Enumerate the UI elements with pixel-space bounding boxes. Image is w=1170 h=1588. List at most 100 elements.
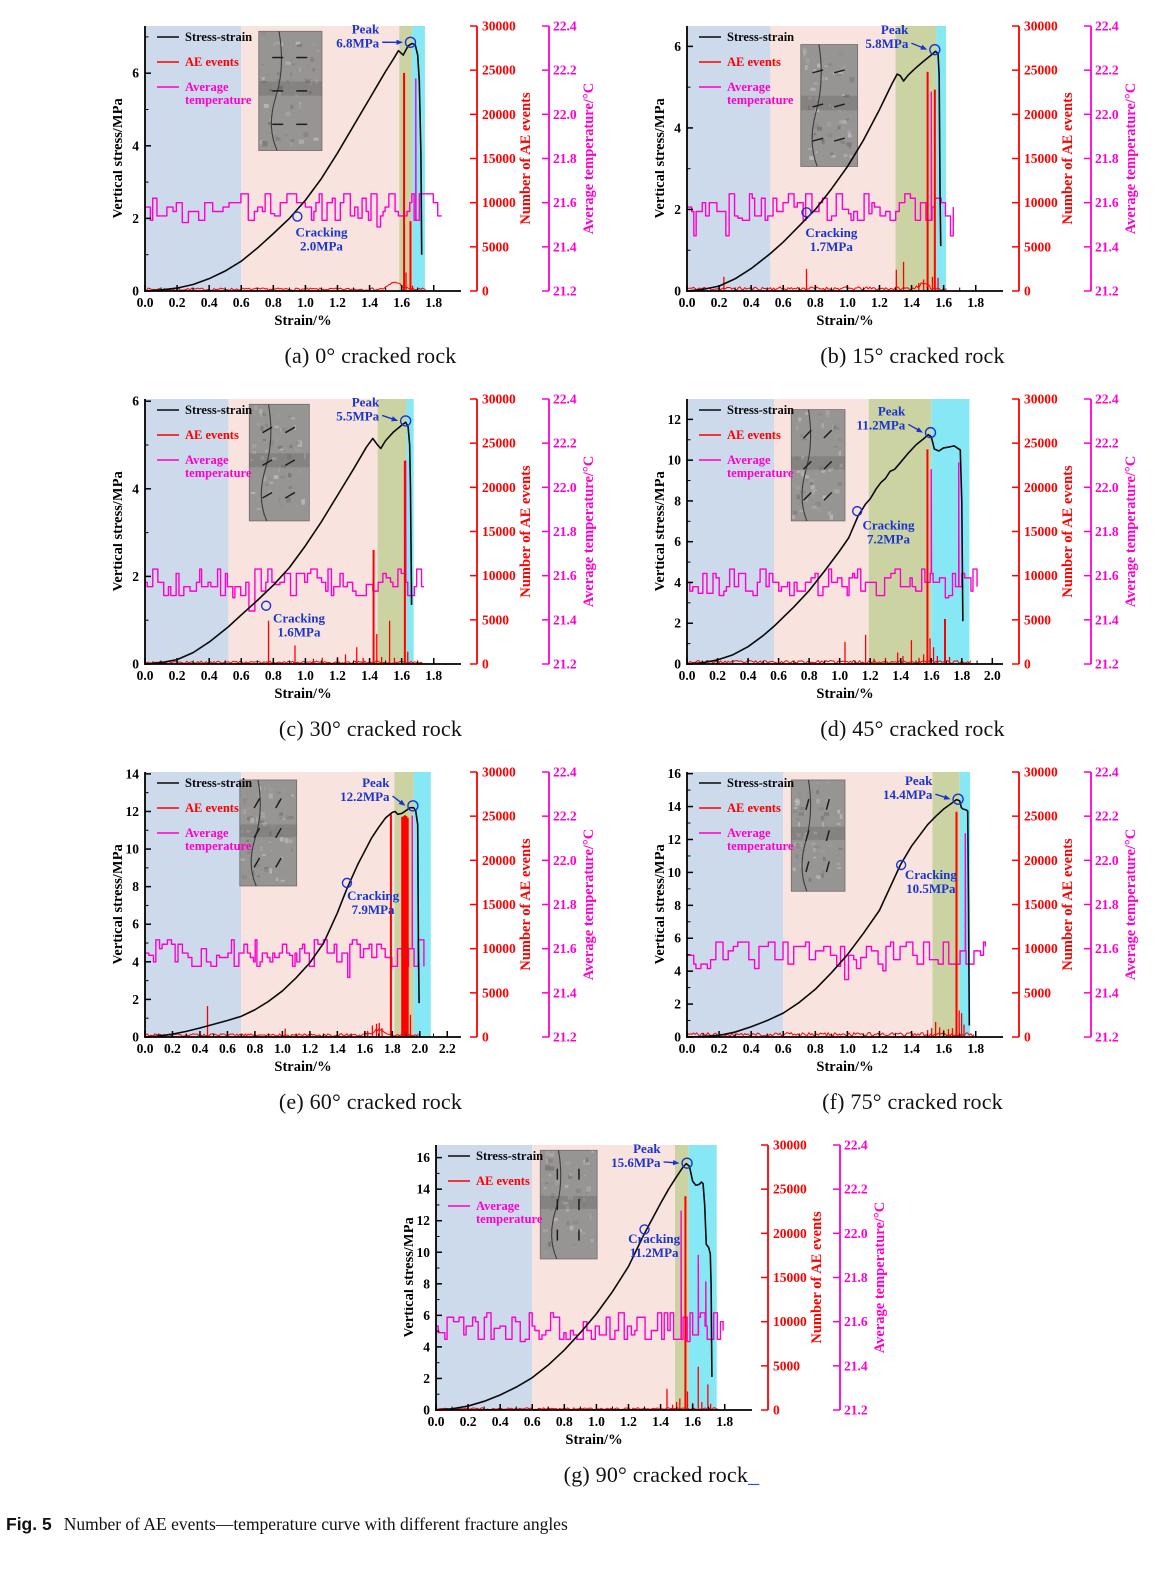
svg-text:Peak: Peak xyxy=(881,22,909,37)
bottom-axis: 0.0 0.2 0.4 0.6 0.8 1.0 1.2 1.4 1.6 1.8 Strain/% xyxy=(428,1404,752,1448)
bottom-axis: 0.0 0.2 0.4 0.6 0.8 1.0 1.2 1.4 1.6 1.8 2.0 Strain/… xyxy=(679,658,1003,702)
specimen-photo xyxy=(258,30,323,151)
svg-text:10000: 10000 xyxy=(1024,195,1058,210)
svg-text:Average: Average xyxy=(727,453,771,467)
svg-text:0.6: 0.6 xyxy=(219,1041,236,1056)
svg-text:12.2MPa: 12.2MPa xyxy=(340,789,390,804)
left-axis: 0 2 4 6 8 10 12 14 16 Vertical stress/MPa xyxy=(404,1145,442,1418)
svg-text:AE events: AE events xyxy=(727,801,781,815)
svg-text:2.0MPa: 2.0MPa xyxy=(300,239,343,254)
svg-text:21.6: 21.6 xyxy=(553,195,577,210)
svg-text:6.8MPa: 6.8MPa xyxy=(336,35,379,50)
svg-text:25000: 25000 xyxy=(482,809,516,824)
subplot-b-caption-text: (b) 15° cracked rock xyxy=(820,343,1005,368)
ae-axis: 0 5000 10000 15000 20000 25000 30000 Number of … xyxy=(1012,392,1076,672)
svg-text:1.8: 1.8 xyxy=(716,1414,733,1429)
svg-text:1.2: 1.2 xyxy=(862,668,879,683)
ae-axis: 0 5000 10000 15000 20000 25000 30000 Number of … xyxy=(1012,765,1076,1045)
svg-text:Stress-strain: Stress-strain xyxy=(185,776,252,790)
svg-text:21.4: 21.4 xyxy=(844,1358,868,1373)
svg-text:22.0: 22.0 xyxy=(1095,107,1119,122)
ae-series xyxy=(206,814,412,1037)
specimen-photo xyxy=(239,779,298,887)
svg-text:15000: 15000 xyxy=(482,897,516,912)
svg-text:25000: 25000 xyxy=(1024,809,1058,824)
svg-text:21.8: 21.8 xyxy=(1095,524,1119,539)
svg-text:Cracking: Cracking xyxy=(905,867,958,882)
svg-text:5000: 5000 xyxy=(1024,985,1051,1000)
svg-text:0: 0 xyxy=(1024,1030,1031,1045)
temp-curve xyxy=(145,460,425,612)
svg-text:6: 6 xyxy=(674,931,681,946)
svg-text:Average: Average xyxy=(727,826,771,840)
row-3: 0 2 4 6 8 10 12 14 Vertical stress/MPa 0.0 0.2 0.4 0… xyxy=(0,754,1170,1115)
svg-text:Strain/%: Strain/% xyxy=(816,686,873,702)
svg-text:1.4: 1.4 xyxy=(903,1041,920,1056)
svg-text:Peak: Peak xyxy=(878,403,906,418)
svg-text:10: 10 xyxy=(417,1245,431,1260)
svg-text:0: 0 xyxy=(674,284,681,299)
ae-series xyxy=(267,460,409,664)
chart-b: 0 2 4 6 Vertical stress/MPa 0.0 0.2 0.4 0.6 0.8 1.… xyxy=(655,19,1139,330)
ae-axis: 0 5000 10000 15000 20000 25000 30000 Number of … xyxy=(470,392,534,672)
svg-text:8: 8 xyxy=(674,898,681,913)
svg-text:15000: 15000 xyxy=(773,1270,807,1285)
svg-text:1.4: 1.4 xyxy=(652,1414,669,1429)
svg-text:0.8: 0.8 xyxy=(807,1041,824,1056)
svg-text:22.2: 22.2 xyxy=(1095,809,1119,824)
svg-text:1.4: 1.4 xyxy=(361,668,378,683)
svg-text:1.2: 1.2 xyxy=(871,1041,888,1056)
svg-text:0: 0 xyxy=(132,284,139,299)
svg-text:Cracking: Cracking xyxy=(295,225,348,240)
left-axis: 0 2 4 6 8 10 12 14 16 Vertical stress/MPa xyxy=(655,766,693,1045)
svg-text:0.8: 0.8 xyxy=(265,668,282,683)
subplot-c-caption: (c) 30° cracked rock xyxy=(113,716,628,742)
svg-text:14: 14 xyxy=(126,766,140,781)
svg-text:21.6: 21.6 xyxy=(1095,568,1119,583)
svg-text:21.8: 21.8 xyxy=(844,1270,868,1285)
svg-text:21.8: 21.8 xyxy=(1095,897,1119,912)
left-axis: 0 2 4 6 8 10 12 Vertical stress/MPa xyxy=(655,399,693,672)
temp-axis: 21.2 21.4 21.6 21.8 22.0 22.2 22.4 Average temp… xyxy=(542,392,597,672)
subplot-e-caption: (e) 60° cracked rock xyxy=(113,1089,628,1115)
svg-text:Vertical stress/MPa: Vertical stress/MPa xyxy=(655,471,668,592)
svg-text:0.8: 0.8 xyxy=(801,668,818,683)
svg-text:AE events: AE events xyxy=(476,1174,530,1188)
svg-text:30000: 30000 xyxy=(773,1138,807,1153)
svg-text:AE events: AE events xyxy=(185,428,239,442)
svg-text:0.4: 0.4 xyxy=(743,1041,760,1056)
svg-text:Average temperature/°C: Average temperature/°C xyxy=(1123,456,1139,607)
svg-text:Number of AE events: Number of AE events xyxy=(1060,92,1076,225)
svg-text:10000: 10000 xyxy=(482,195,516,210)
svg-text:1.6: 1.6 xyxy=(393,668,410,683)
svg-text:1.0: 1.0 xyxy=(831,668,848,683)
svg-text:1.2: 1.2 xyxy=(329,668,346,683)
subplot-a: 0 2 4 6 Vertical stress/MPa 0.0 0.2 0.4 0.6 0.8 1.… xyxy=(113,8,628,369)
temp-curve xyxy=(687,462,978,599)
svg-text:temperature: temperature xyxy=(185,839,252,853)
svg-text:0: 0 xyxy=(1024,657,1031,672)
svg-text:4: 4 xyxy=(674,964,681,979)
subplot-g: 0 2 4 6 8 10 12 14 16 Vertical stress/MPa 0.0 0.2 0.… xyxy=(404,1127,919,1488)
svg-text:6: 6 xyxy=(674,39,681,54)
subplot-e-caption-text: (e) 60° cracked rock xyxy=(278,1089,463,1114)
svg-text:20000: 20000 xyxy=(1024,480,1058,495)
svg-text:14: 14 xyxy=(417,1182,431,1197)
svg-text:10000: 10000 xyxy=(1024,941,1058,956)
svg-text:22.2: 22.2 xyxy=(1095,436,1119,451)
svg-text:Strain/%: Strain/% xyxy=(274,313,331,329)
svg-text:1.8: 1.8 xyxy=(384,1041,401,1056)
svg-text:21.2: 21.2 xyxy=(1095,657,1119,672)
svg-text:1.8: 1.8 xyxy=(953,668,970,683)
svg-text:12: 12 xyxy=(668,832,682,847)
svg-text:Vertical stress/MPa: Vertical stress/MPa xyxy=(655,844,668,965)
svg-text:25000: 25000 xyxy=(1024,436,1058,451)
row-2: 0 2 4 6 Vertical stress/MPa 0.0 0.2 0.4 0.6 0.8 1.… xyxy=(0,381,1170,742)
